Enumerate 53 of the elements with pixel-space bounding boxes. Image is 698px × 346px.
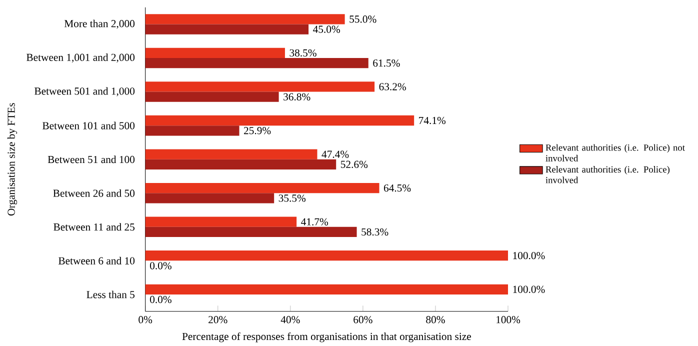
x-tick-label: 40% xyxy=(280,316,300,324)
bar xyxy=(145,284,508,294)
data-label: 36.8% xyxy=(284,93,310,100)
bar xyxy=(145,14,345,24)
bar xyxy=(145,92,279,102)
bar xyxy=(145,58,368,68)
data-label: 25.9% xyxy=(244,127,271,134)
x-axis-title: Percentage of responses from organisations in that organisation size xyxy=(182,332,471,342)
bar xyxy=(145,182,380,194)
y-tick-label: Less than 5 xyxy=(86,290,135,298)
bar xyxy=(145,159,336,170)
bar xyxy=(145,82,375,92)
data-label: 0.0% xyxy=(150,262,172,270)
data-label: 45.0% xyxy=(313,26,340,33)
x-tick-label: 80% xyxy=(426,316,445,324)
bar xyxy=(145,226,357,238)
bar xyxy=(145,250,508,261)
data-label: 58.3% xyxy=(362,228,388,236)
data-label: 52.6% xyxy=(340,160,368,168)
data-label: 63.2% xyxy=(379,83,406,90)
x-tick-label: 60% xyxy=(354,316,372,324)
data-label: 47.4% xyxy=(322,150,349,158)
data-label: 74.1% xyxy=(419,116,446,124)
data-label: 100.0% xyxy=(513,252,545,260)
y-tick-label: Between 11 and 25 xyxy=(54,223,135,231)
bar xyxy=(145,24,309,34)
y-axis-title: Organisation size by FTEs xyxy=(7,103,18,216)
bar xyxy=(145,216,297,227)
y-tick-label: Between 6 and 10 xyxy=(58,256,135,264)
data-label: 61.5% xyxy=(373,59,400,67)
bar xyxy=(145,48,285,58)
bar xyxy=(145,193,274,204)
bar xyxy=(145,126,240,136)
bar xyxy=(145,115,414,126)
data-label: 38.5% xyxy=(290,49,316,57)
x-tick-label: 100% xyxy=(496,316,520,324)
data-label: 35.5% xyxy=(278,194,306,202)
y-tick-label: Between 501 and 1,000 xyxy=(34,87,135,96)
x-tick-label: 20% xyxy=(208,316,228,324)
data-label: 41.7% xyxy=(301,218,328,226)
y-tick-label: Between 101 and 500 xyxy=(42,122,135,130)
x-tick-label: 0% xyxy=(138,316,152,324)
y-tick-label: Between 26 and 50 xyxy=(53,189,135,197)
data-label: 55.0% xyxy=(350,16,376,23)
legend-label: Relevant authorities (i.e. Police) involved xyxy=(546,166,670,184)
legend-label: Relevant authorities (i.e. Police) not involved xyxy=(546,144,685,162)
y-tick-label: More than 2,000 xyxy=(64,20,135,29)
data-label: 0.0% xyxy=(150,296,172,304)
y-tick-label: Between 51 and 100 xyxy=(48,156,135,164)
data-label: 64.5% xyxy=(384,184,411,192)
y-tick-label: Between 1,001 and 2,000 xyxy=(26,53,135,63)
bar xyxy=(145,149,318,160)
data-label: 100.0% xyxy=(513,286,545,293)
